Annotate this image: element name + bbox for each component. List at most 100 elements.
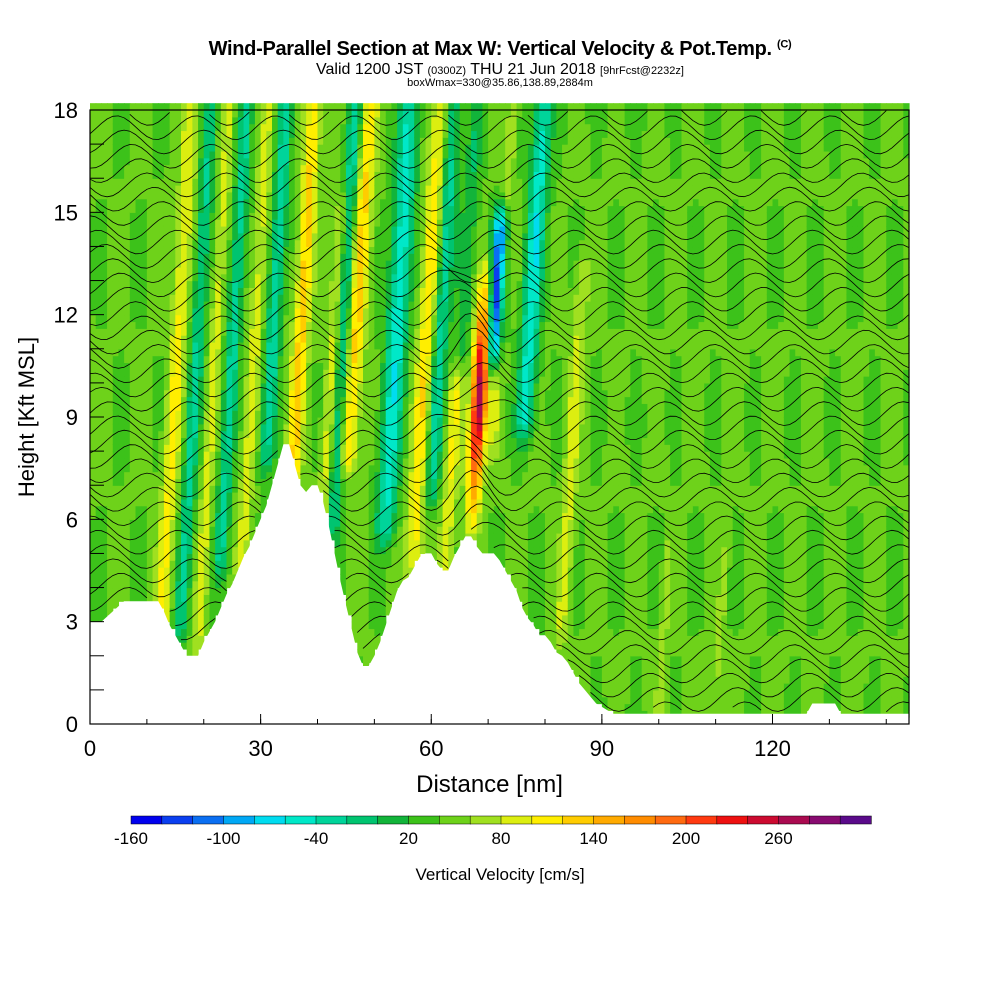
velocity-cell bbox=[152, 362, 159, 370]
velocity-cell bbox=[300, 260, 307, 268]
velocity-cell bbox=[152, 103, 159, 111]
velocity-cell bbox=[163, 144, 171, 152]
velocity-cell bbox=[340, 396, 347, 404]
velocity-cell bbox=[226, 362, 233, 370]
velocity-cell bbox=[90, 457, 97, 466]
velocity-cell bbox=[317, 485, 324, 493]
velocity-cell bbox=[459, 103, 466, 111]
velocity-cell bbox=[169, 539, 176, 548]
velocity-cell bbox=[471, 150, 478, 159]
velocity-cell bbox=[357, 485, 364, 493]
velocity-cell bbox=[124, 225, 131, 234]
velocity-cell bbox=[391, 178, 398, 186]
velocity-cell bbox=[146, 164, 154, 172]
velocity-cell bbox=[385, 307, 393, 316]
velocity-cell bbox=[391, 287, 398, 295]
velocity-cell bbox=[249, 260, 256, 268]
velocity-cell bbox=[203, 430, 211, 439]
velocity-cell bbox=[175, 355, 182, 364]
velocity-cell bbox=[328, 471, 336, 479]
velocity-cell bbox=[95, 239, 102, 248]
velocity-cell bbox=[243, 239, 250, 248]
velocity-cell bbox=[419, 191, 427, 200]
velocity-cell bbox=[226, 403, 233, 411]
velocity-cell bbox=[175, 628, 182, 636]
velocity-cell bbox=[397, 382, 404, 391]
velocity-cell bbox=[186, 144, 193, 152]
velocity-cell bbox=[454, 253, 461, 261]
velocity-cell bbox=[459, 526, 466, 534]
velocity-cell bbox=[249, 171, 256, 179]
velocity-cell bbox=[163, 116, 171, 125]
velocity-cell bbox=[397, 532, 404, 541]
velocity-cell bbox=[175, 437, 182, 445]
velocity-cell bbox=[454, 546, 461, 555]
velocity-cell bbox=[266, 130, 273, 138]
velocity-cell bbox=[152, 335, 159, 343]
velocity-cell bbox=[402, 266, 410, 275]
velocity-cell bbox=[107, 485, 114, 493]
velocity-cell bbox=[158, 348, 165, 357]
velocity-cell bbox=[442, 512, 449, 520]
velocity-cell bbox=[328, 130, 336, 138]
velocity-cell bbox=[289, 225, 296, 234]
velocity-cell bbox=[391, 341, 398, 350]
velocity-cell bbox=[243, 110, 250, 118]
velocity-cell bbox=[181, 403, 188, 411]
velocity-cell bbox=[442, 137, 449, 145]
velocity-cell bbox=[436, 546, 444, 555]
velocity-cell bbox=[351, 451, 358, 459]
velocity-cell bbox=[129, 526, 137, 534]
velocity-cell bbox=[163, 137, 171, 145]
velocity-cell bbox=[124, 485, 131, 493]
velocity-cell bbox=[175, 294, 182, 302]
velocity-cell bbox=[141, 157, 148, 166]
velocity-cell bbox=[203, 164, 211, 172]
velocity-cell bbox=[385, 150, 393, 159]
chart-title: Wind-Parallel Section at Max W: Vertical… bbox=[0, 38, 1000, 61]
velocity-cell bbox=[226, 437, 233, 445]
velocity-cell bbox=[237, 341, 245, 350]
velocity-cell bbox=[334, 225, 341, 234]
velocity-cell bbox=[277, 335, 284, 343]
velocity-cell bbox=[391, 355, 398, 364]
velocity-cell bbox=[186, 103, 193, 111]
velocity-cell bbox=[101, 410, 108, 418]
velocity-cell bbox=[95, 485, 102, 493]
velocity-cell bbox=[345, 423, 353, 432]
velocity-cell bbox=[380, 178, 387, 186]
velocity-cell bbox=[380, 144, 387, 152]
velocity-cell bbox=[272, 294, 279, 302]
velocity-cell bbox=[237, 348, 245, 357]
velocity-cell bbox=[175, 464, 182, 473]
velocity-cell bbox=[465, 232, 472, 241]
velocity-cell bbox=[368, 301, 375, 309]
velocity-cell bbox=[397, 526, 404, 534]
velocity-cell bbox=[476, 314, 484, 323]
velocity-cell bbox=[345, 471, 353, 479]
velocity-cell bbox=[448, 212, 455, 220]
velocity-cell bbox=[374, 382, 381, 391]
velocity-cell bbox=[169, 280, 176, 288]
velocity-cell bbox=[351, 396, 358, 404]
velocity-cell bbox=[118, 294, 125, 302]
velocity-cell bbox=[203, 171, 211, 179]
velocity-cell bbox=[175, 471, 182, 479]
velocity-cell bbox=[482, 260, 489, 268]
velocity-cell bbox=[118, 335, 125, 343]
velocity-cell bbox=[169, 437, 176, 445]
velocity-cell bbox=[101, 464, 108, 473]
velocity-cell bbox=[198, 608, 205, 616]
velocity-cell bbox=[351, 498, 358, 507]
velocity-cell bbox=[112, 110, 120, 118]
velocity-cell bbox=[334, 423, 341, 432]
velocity-cell bbox=[363, 621, 370, 630]
velocity-cell bbox=[345, 355, 353, 364]
velocity-cell bbox=[431, 553, 438, 561]
velocity-cell bbox=[158, 410, 165, 418]
velocity-cell bbox=[169, 430, 176, 439]
velocity-cell bbox=[294, 116, 302, 125]
velocity-cell bbox=[431, 321, 438, 329]
velocity-cell bbox=[254, 287, 262, 295]
velocity-cell bbox=[237, 225, 245, 234]
